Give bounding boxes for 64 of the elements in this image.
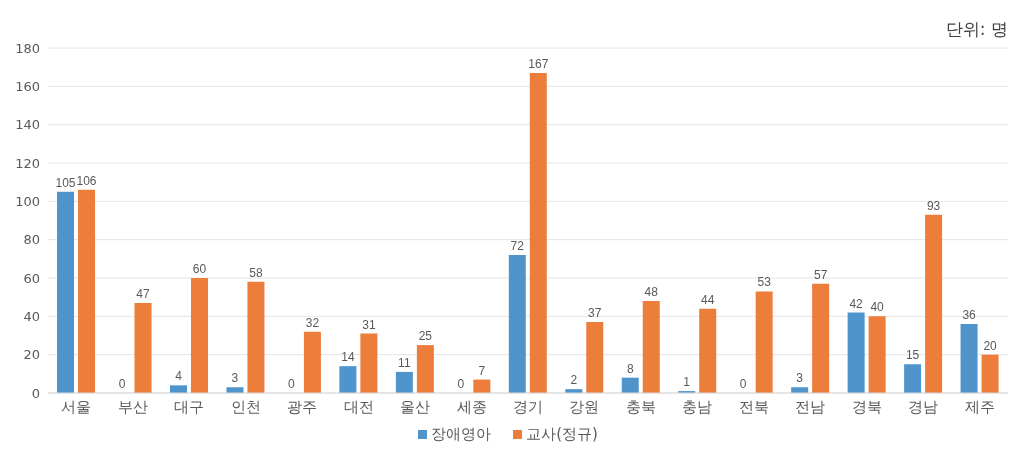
data-label: 20 <box>983 338 998 353</box>
data-label: 3 <box>231 371 239 386</box>
y-tick-label: 160 <box>15 78 40 94</box>
x-tick-label: 서울 <box>61 397 92 416</box>
data-label: 3 <box>796 371 804 386</box>
x-tick-label: 제주 <box>964 397 995 416</box>
x-tick-label: 전북 <box>738 397 769 416</box>
y-tick-label: 20 <box>23 347 40 363</box>
x-tick-label: 경북 <box>851 397 882 416</box>
data-label: 58 <box>249 265 263 280</box>
data-label: 47 <box>136 286 150 301</box>
x-tick-label: 광주 <box>287 397 318 416</box>
data-label: 53 <box>757 275 772 290</box>
data-label: 11 <box>398 355 411 370</box>
data-label: 72 <box>510 239 525 253</box>
data-label: 36 <box>962 308 977 322</box>
data-label: 42 <box>849 296 864 311</box>
data-label: 31 <box>362 317 376 332</box>
data-label: 40 <box>870 300 885 315</box>
data-label: 93 <box>926 198 941 213</box>
data-label: 32 <box>305 315 320 330</box>
data-label: 0 <box>118 376 126 391</box>
data-label: 15 <box>905 348 920 363</box>
y-tick-label: 180 <box>15 40 40 56</box>
data-label: 0 <box>288 376 296 391</box>
y-tick-label: 60 <box>23 270 40 286</box>
data-label: 8 <box>626 361 634 376</box>
data-label: 106 <box>76 173 97 188</box>
y-tick-label: 120 <box>15 155 40 171</box>
x-tick-label: 대전 <box>343 397 374 416</box>
x-tick-label: 울산 <box>400 397 431 416</box>
x-tick-label: 세종 <box>456 397 487 416</box>
text: 단위: 명 <box>945 18 1008 41</box>
y-tick-label: 40 <box>23 308 40 324</box>
y-tick-label: 100 <box>15 193 40 209</box>
data-label: 14 <box>341 350 355 365</box>
y-tick-label: 140 <box>15 117 40 133</box>
data-label: 57 <box>813 267 828 282</box>
data-label: 37 <box>588 306 602 321</box>
data-label: 7 <box>478 363 486 378</box>
data-label: 4 <box>175 369 183 384</box>
data-label: 60 <box>192 262 207 276</box>
x-tick-label: 부산 <box>117 397 148 416</box>
x-tick-label: 경기 <box>513 397 543 416</box>
data-label: 44 <box>701 292 715 307</box>
data-label: 2 <box>570 373 578 388</box>
legend-label: 교사(정규) <box>526 425 598 444</box>
data-label: 0 <box>739 376 747 391</box>
data-label: 0 <box>457 376 465 391</box>
data-label: 48 <box>644 285 659 299</box>
x-tick-label: 강원 <box>569 397 600 416</box>
y-tick-label: 80 <box>23 232 40 248</box>
x-tick-label: 충북 <box>625 397 656 416</box>
data-label: 167 <box>528 56 549 71</box>
data-label: 25 <box>418 329 433 344</box>
x-tick-label: 전남 <box>795 397 826 416</box>
data-label: 1 <box>683 375 691 390</box>
legend-label: 장애영아 <box>431 425 492 444</box>
x-tick-label: 충남 <box>682 397 713 416</box>
x-tick-label: 인천 <box>230 397 261 416</box>
y-tick-label: 0 <box>31 385 40 401</box>
x-tick-label: 경남 <box>908 397 939 416</box>
data-label: 105 <box>55 175 76 190</box>
x-tick-label: 대구 <box>174 397 205 416</box>
